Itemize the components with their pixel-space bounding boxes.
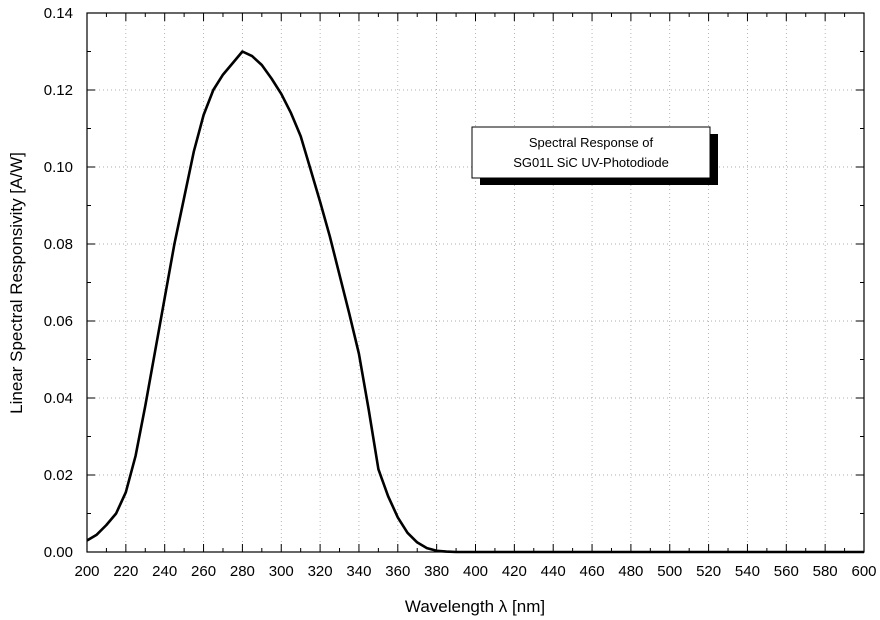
x-tick-label: 200 — [74, 563, 99, 580]
y-axis-title: Linear Spectral Responsivity [A/W] — [7, 152, 26, 414]
series-line — [86, 50, 864, 554]
x-tick-label: 420 — [502, 563, 527, 580]
x-tick-label: 600 — [851, 563, 876, 580]
x-tick-label: 460 — [580, 563, 605, 580]
x-tick-label: 480 — [618, 563, 643, 580]
x-tick-label: 260 — [191, 563, 216, 580]
annotation-line-2: SG01L SiC UV-Photodiode — [513, 155, 669, 170]
x-tick-label: 440 — [541, 563, 566, 580]
x-tick-label: 380 — [424, 563, 449, 580]
annotation-box: Spectral Response of SG01L SiC UV-Photod… — [471, 126, 718, 185]
y-tick-label: 0.14 — [44, 5, 73, 22]
x-tick-label: 580 — [813, 563, 838, 580]
x-tick-label: 280 — [230, 563, 255, 580]
x-axis-title: Wavelength λ [nm] — [405, 597, 545, 616]
x-tick-label: 320 — [308, 563, 333, 580]
x-tick-label: 540 — [735, 563, 760, 580]
annotation-line-1: Spectral Response of — [529, 135, 654, 150]
y-tick-label: 0.08 — [44, 236, 73, 253]
y-tick-label: 0.00 — [44, 544, 73, 561]
y-tick-label: 0.10 — [44, 159, 73, 176]
x-tick-label: 300 — [269, 563, 294, 580]
y-tick-label: 0.02 — [44, 467, 73, 484]
tick-layer: 200 220 240 260 280 300 320 340 360 380 400 420 440 4… — [44, 5, 877, 580]
x-tick-label: 240 — [152, 563, 177, 580]
plot-frame — [86, 12, 865, 553]
x-tick-label: 340 — [346, 563, 371, 580]
x-tick-label: 560 — [774, 563, 799, 580]
y-tick-label: 0.04 — [44, 390, 73, 407]
y-tick-label: 0.06 — [44, 313, 73, 330]
x-tick-label: 360 — [385, 563, 410, 580]
grid-layer — [87, 13, 864, 552]
x-tick-label: 400 — [463, 563, 488, 580]
y-tick-label: 0.12 — [44, 82, 73, 99]
x-tick-label: 500 — [657, 563, 682, 580]
annotation-frame — [471, 126, 711, 179]
x-tick-label: 520 — [696, 563, 721, 580]
x-tick-label: 220 — [113, 563, 138, 580]
